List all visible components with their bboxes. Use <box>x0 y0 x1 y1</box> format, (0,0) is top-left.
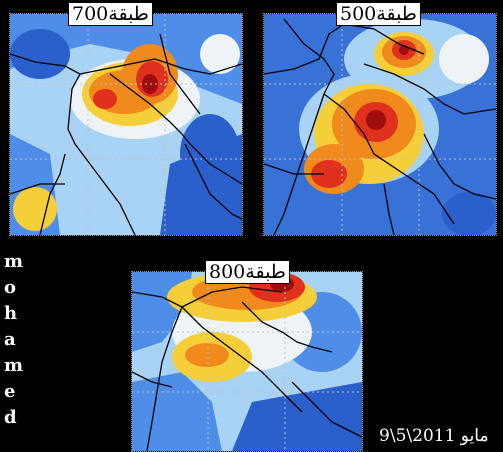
map-panel-700 <box>9 13 243 236</box>
panel-label-700: طبقة700 <box>68 2 153 26</box>
side-letter: e <box>4 381 16 402</box>
side-letter: o <box>4 277 17 298</box>
side-letter: m <box>4 355 24 376</box>
map-panel-800 <box>131 271 363 452</box>
side-signature: m o h a m e d <box>4 249 26 431</box>
panel-label-800: طبقة800 <box>205 260 290 284</box>
side-letter: h <box>4 303 18 324</box>
side-letter: m <box>4 251 24 272</box>
date-text: مايو 2011\5\9 <box>379 426 489 446</box>
map-panel-500 <box>263 13 497 236</box>
panel-label-500: طبقة500 <box>336 2 421 26</box>
side-letter: d <box>4 407 17 428</box>
side-letter: a <box>4 329 16 350</box>
